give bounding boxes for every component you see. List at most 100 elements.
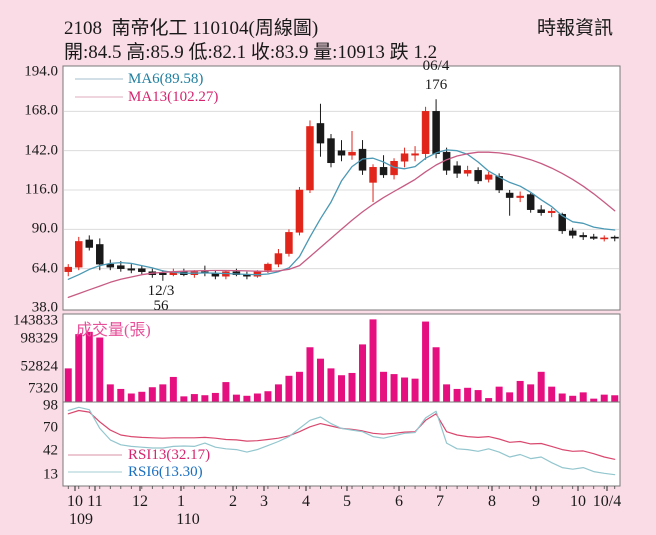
volume-bar <box>516 380 524 402</box>
candle-body <box>96 244 104 265</box>
year-label: 110 <box>176 511 200 528</box>
volume-bar <box>211 392 219 402</box>
volume-axis-tick: 143833 <box>13 312 58 329</box>
volume-bar <box>285 375 293 402</box>
stock-title: 2108 南帝化工 110104(周線圖) <box>64 18 319 39</box>
price-axis-tick: 116.0 <box>24 181 58 198</box>
year-label: 109 <box>69 511 93 528</box>
volume-bar <box>106 384 114 402</box>
price-axis-tick: 194.0 <box>24 63 58 80</box>
source-label: 時報資訊 <box>537 18 614 39</box>
candle-body <box>316 123 325 144</box>
volume-bar <box>422 321 430 402</box>
candle-body <box>547 210 556 213</box>
candle-body <box>505 192 514 198</box>
volume-bar <box>411 378 419 402</box>
volume-bar <box>338 375 345 402</box>
candle-body <box>159 272 167 275</box>
month-label: 7 <box>436 493 444 510</box>
volume-bar <box>327 368 335 402</box>
volume-bar <box>390 374 398 402</box>
volume-bar <box>600 394 608 402</box>
low-annotation-value: 56 <box>153 298 169 314</box>
candle-body <box>327 138 335 164</box>
volume-bar <box>527 384 535 402</box>
candle-body <box>579 235 587 238</box>
candle-body <box>295 189 304 233</box>
volume-bar <box>537 371 545 402</box>
quote-line: 開:84.5 高:85.9 低:82.1 收:83.9 量:10913 跌 1.… <box>64 42 438 63</box>
low-annotation-date: 12/3 <box>147 283 175 299</box>
volume-bar <box>243 395 251 402</box>
candle-body <box>348 151 356 156</box>
rsi-panel <box>62 401 621 487</box>
volume-bar <box>548 386 556 402</box>
volume-bar <box>485 398 493 402</box>
legend-rsi6: RSI6(13.30) <box>128 464 203 480</box>
candle-body <box>421 111 430 154</box>
volume-bar <box>464 387 472 402</box>
volume-axis-tick: 7320 <box>28 380 58 397</box>
candle-body <box>537 209 545 213</box>
volume-bar <box>306 347 314 402</box>
candle-body <box>411 153 419 156</box>
candle-body <box>432 111 440 154</box>
candle-body <box>106 263 115 268</box>
month-label: 8 <box>488 493 496 510</box>
volume-bar <box>148 387 156 402</box>
month-label: 12 <box>132 493 148 510</box>
volume-bar <box>611 395 619 402</box>
ma6-line <box>67 149 616 280</box>
candle-body <box>285 232 293 254</box>
candle-body <box>264 263 272 271</box>
candle-body <box>568 230 577 236</box>
legend-ma6: MA6(89.58) <box>128 71 204 87</box>
volume-bar <box>274 384 282 402</box>
legend-ma13: MA13(102.27) <box>128 89 219 105</box>
volume-bar <box>495 386 503 402</box>
price-axis-tick: 168.0 <box>24 102 58 119</box>
volume-panel-title: 成交量(張) <box>76 322 151 339</box>
legend-rsi13: RSI13(32.17) <box>128 447 211 463</box>
volume-bar <box>359 344 367 402</box>
rsi-axis-tick: 42 <box>43 442 58 459</box>
high-annotation-date: 06/4 <box>422 58 450 74</box>
candle-body <box>138 268 146 272</box>
volume-bar <box>159 384 167 402</box>
volume-bar <box>127 393 135 402</box>
volume-bar <box>85 331 93 402</box>
candle-body <box>369 167 377 183</box>
high-annotation-value: 176 <box>424 77 448 93</box>
volume-bar <box>295 371 303 402</box>
volume-bar <box>401 377 409 402</box>
price-axis-tick: 90.0 <box>31 220 58 237</box>
candle-body <box>453 165 461 174</box>
candle-body <box>64 266 73 272</box>
candle-body <box>379 167 388 176</box>
volume-bar <box>316 358 324 402</box>
month-label: 5 <box>343 493 351 510</box>
price-axis-tick: 64.0 <box>31 260 58 277</box>
volume-bar <box>96 337 104 402</box>
month-label: 1 <box>177 493 185 510</box>
volume-bar <box>558 393 566 402</box>
month-label: 6 <box>395 493 403 510</box>
volume-axis-tick: 98329 <box>20 330 59 347</box>
rsi-axis-tick: 70 <box>43 419 58 436</box>
month-label: 10 <box>570 493 586 510</box>
volume-bar <box>138 391 146 402</box>
rsi-axis-tick: 13 <box>43 466 58 483</box>
candle-body <box>558 213 566 232</box>
candle-body <box>127 268 136 271</box>
volume-bar <box>569 395 577 402</box>
month-label: 11 <box>87 493 103 510</box>
rsi6-line <box>67 406 616 476</box>
volume-bar <box>264 391 272 402</box>
volume-bar <box>369 319 377 402</box>
volume-bar <box>201 395 209 402</box>
volume-bar <box>474 390 482 402</box>
volume-bar <box>590 398 598 402</box>
month-label: 9 <box>532 493 540 510</box>
